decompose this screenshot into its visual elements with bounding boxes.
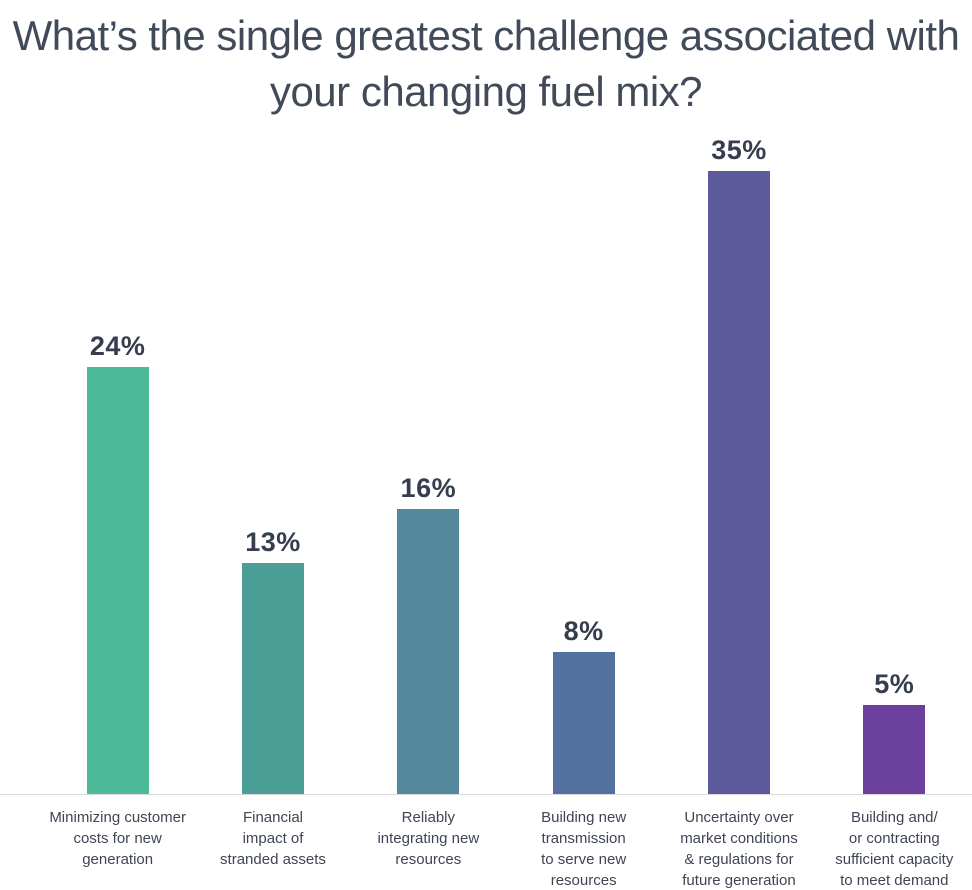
category-label: Uncertainty over market conditions & reg… bbox=[680, 809, 798, 889]
bar bbox=[552, 652, 615, 794]
bar bbox=[241, 563, 304, 794]
bar-column: 24% bbox=[40, 331, 195, 794]
chart-title: What’s the single greatest challenge ass… bbox=[12, 12, 960, 115]
bar-value-label: 5% bbox=[874, 669, 915, 699]
category-label: Minimizing customer costs for new genera… bbox=[49, 809, 187, 868]
bar-column: 8% bbox=[506, 616, 661, 794]
bar-column: 35% bbox=[661, 135, 816, 794]
category-label: Building and/ or contracting sufficient … bbox=[835, 809, 954, 889]
bar-value-label: 16% bbox=[400, 473, 457, 503]
bar-value-label: 24% bbox=[89, 331, 146, 361]
category-label: Financial impact of stranded assets bbox=[220, 809, 326, 868]
bar-column: 13% bbox=[195, 527, 350, 794]
bar-column: 5% bbox=[817, 669, 972, 794]
bar bbox=[863, 705, 926, 794]
bar bbox=[86, 367, 149, 794]
bar-value-label: 35% bbox=[711, 135, 767, 165]
bar-chart: 24% 13% 16% 8% 35% 5% Minimizing customer cos… bbox=[0, 120, 972, 890]
bars-row: 24% 13% 16% 8% 35% 5% bbox=[0, 120, 972, 795]
bar bbox=[397, 509, 460, 794]
bar-value-label: 8% bbox=[563, 616, 604, 646]
category-labels-row: Minimizing customer costs for new genera… bbox=[0, 795, 972, 890]
bar bbox=[707, 171, 770, 794]
category-label: Building new transmission to serve new r… bbox=[541, 809, 627, 889]
bar-column: 16% bbox=[351, 473, 506, 794]
category-label: Reliably integrating new resources bbox=[377, 809, 480, 868]
bar-value-label: 13% bbox=[245, 527, 301, 557]
